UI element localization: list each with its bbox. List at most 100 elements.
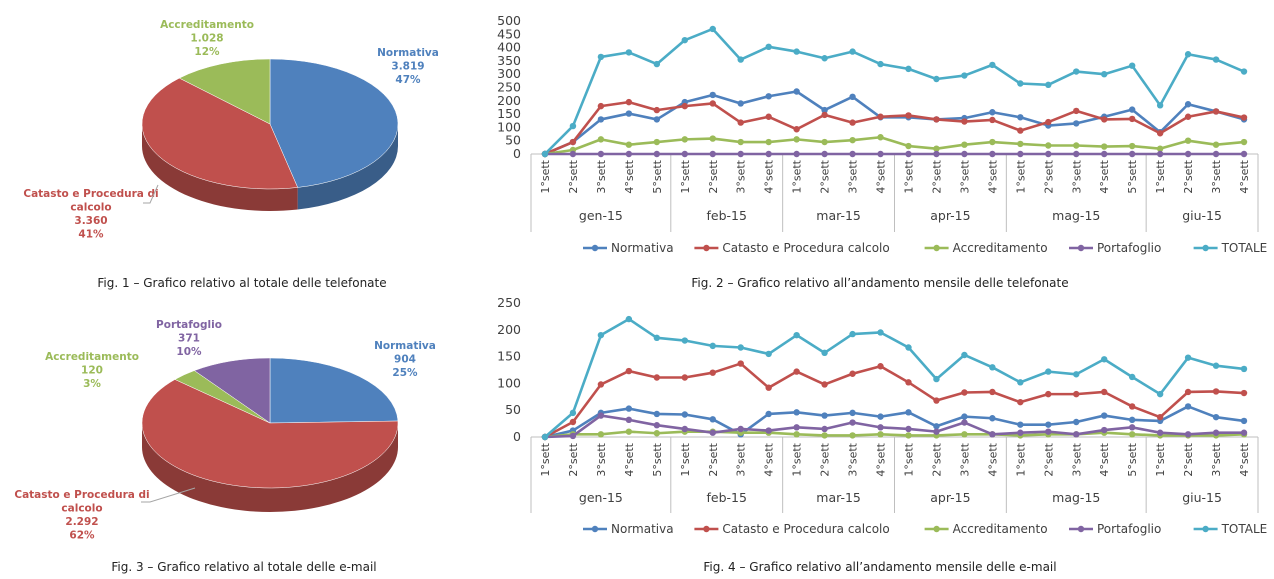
series-totale-point bbox=[1045, 368, 1052, 375]
series-catasto-e-procedura-calcolo-point bbox=[653, 106, 661, 114]
series-totale-point bbox=[877, 60, 884, 68]
series-accreditamento-point bbox=[1045, 142, 1052, 149]
series-portafoglio-point bbox=[961, 419, 968, 426]
series-accreditamento-line bbox=[544, 430, 1245, 439]
y-tick-label: 350 bbox=[497, 53, 521, 68]
series-totale-point bbox=[961, 351, 968, 359]
month-label: gen-15 bbox=[579, 490, 623, 505]
series-normativa-point bbox=[1073, 120, 1080, 127]
series-normativa-point bbox=[905, 409, 912, 416]
x-tick-label: 2°sett bbox=[930, 442, 943, 476]
series-normativa-point bbox=[849, 93, 856, 101]
month-label: feb-15 bbox=[707, 208, 747, 223]
series-portafoglio-point bbox=[653, 150, 661, 158]
x-tick-label: 1°sett bbox=[1154, 159, 1167, 193]
series-totale-point bbox=[597, 53, 605, 61]
series-accreditamento-point bbox=[877, 134, 884, 141]
series-totale-point bbox=[1045, 81, 1052, 89]
series-catasto-e-procedura-calcolo-point bbox=[597, 381, 605, 388]
pie-label-catasto-e-procedura-di-calcolo: Catasto e Procedura di calcolo 2.292 62% bbox=[14, 489, 149, 542]
pie-side-catasto-e-procedura-di-calcolo bbox=[142, 124, 298, 211]
y-tick-label: 0 bbox=[513, 429, 521, 444]
series-catasto-e-procedura-calcolo-point bbox=[961, 389, 968, 396]
x-tick-label: 1°sett bbox=[902, 442, 915, 476]
x-tick-label: 4°sett bbox=[623, 442, 636, 476]
series-totale-point bbox=[765, 43, 772, 51]
series-normativa-point bbox=[765, 410, 772, 418]
x-tick-label: 3°sett bbox=[1210, 442, 1223, 476]
series-portafoglio-point bbox=[597, 150, 605, 158]
series-totale-point bbox=[709, 342, 716, 350]
x-tick-label: 4°sett bbox=[763, 159, 776, 193]
x-tick-label: 3°sett bbox=[735, 159, 748, 193]
series-portafoglio-point bbox=[1017, 150, 1024, 158]
series-accreditamento-point bbox=[849, 432, 856, 439]
series-catasto-e-procedura-calcolo-point bbox=[793, 126, 800, 133]
pie-slice-portafoglio bbox=[193, 357, 271, 424]
pie-label-normativa: Normativa 3.819 47% bbox=[377, 47, 439, 86]
fig1-caption: Fig. 1 – Grafico relativo al totale dell… bbox=[97, 276, 387, 290]
series-portafoglio-point bbox=[1101, 426, 1108, 434]
series-catasto-e-procedura-calcolo-point bbox=[1045, 118, 1052, 126]
series-portafoglio-point bbox=[709, 429, 716, 436]
series-totale-point bbox=[569, 122, 577, 130]
series-normativa-point bbox=[1017, 114, 1024, 121]
series-accreditamento-point bbox=[961, 431, 968, 438]
series-catasto-e-procedura-calcolo-point bbox=[933, 397, 940, 404]
y-tick-label: 500 bbox=[497, 13, 521, 28]
series-totale-point bbox=[541, 150, 549, 158]
series-catasto-e-procedura-calcolo-point bbox=[765, 113, 772, 120]
x-tick-label: 3°sett bbox=[735, 442, 748, 476]
fig3-caption: Fig. 3 – Grafico relativo al totale dell… bbox=[111, 560, 377, 574]
series-accreditamento-point bbox=[989, 138, 996, 146]
series-portafoglio-point bbox=[1212, 429, 1220, 436]
series-totale-point bbox=[653, 334, 661, 342]
series-catasto-e-procedura-calcolo-point bbox=[821, 111, 828, 119]
series-totale-point bbox=[821, 55, 828, 62]
series-totale-point bbox=[1128, 373, 1136, 381]
x-tick-label: 2°sett bbox=[707, 159, 720, 193]
series-accreditamento-point bbox=[1017, 140, 1024, 148]
legend-catasto-e-procedura-calcolo-label: Catasto e Procedura calcolo bbox=[722, 522, 889, 536]
series-catasto-e-procedura-calcolo-point bbox=[905, 112, 912, 119]
month-label: giu-15 bbox=[1182, 490, 1222, 505]
legend-totale-marker bbox=[1202, 525, 1209, 533]
series-normativa-point bbox=[709, 91, 716, 99]
series-catasto-e-procedura-calcolo-point bbox=[933, 116, 940, 123]
series-portafoglio-point bbox=[933, 428, 940, 435]
pie-slice-normativa bbox=[269, 357, 399, 424]
y-tick-label: 50 bbox=[505, 402, 521, 417]
series-portafoglio-point bbox=[821, 150, 828, 158]
month-label: mar-15 bbox=[816, 490, 861, 505]
series-catasto-e-procedura-calcolo-point bbox=[1240, 114, 1248, 121]
series-portafoglio-point bbox=[905, 150, 912, 158]
series-normativa-point bbox=[709, 416, 716, 423]
series-portafoglio-point bbox=[1128, 150, 1136, 158]
series-normativa-point bbox=[821, 412, 828, 419]
series-accreditamento-point bbox=[597, 431, 605, 438]
series-portafoglio-point bbox=[793, 150, 800, 158]
x-tick-label: 5°sett bbox=[1126, 442, 1139, 476]
legend-normativa-marker bbox=[591, 525, 599, 533]
series-portafoglio-point bbox=[1017, 429, 1024, 436]
y-tick-label: 250 bbox=[497, 80, 521, 95]
series-catasto-e-procedura-calcolo-point bbox=[905, 379, 912, 386]
series-accreditamento-point bbox=[905, 142, 912, 150]
series-totale-point bbox=[821, 349, 828, 357]
series-totale-point bbox=[989, 61, 996, 69]
month-label: gen-15 bbox=[579, 208, 623, 223]
x-tick-label: 2°sett bbox=[567, 442, 580, 476]
series-normativa-point bbox=[653, 410, 661, 418]
series-portafoglio-point bbox=[681, 150, 688, 158]
series-portafoglio-point bbox=[1240, 429, 1248, 436]
series-portafoglio-point bbox=[625, 416, 633, 424]
x-tick-label: 3°sett bbox=[958, 442, 971, 476]
series-catasto-e-procedura-calcolo-point bbox=[1156, 130, 1164, 137]
x-tick-label: 3°sett bbox=[595, 159, 608, 193]
series-accreditamento-point bbox=[1156, 145, 1164, 152]
pie-slice-accreditamento bbox=[178, 58, 271, 125]
series-catasto-e-procedura-calcolo-point bbox=[877, 363, 884, 370]
series-portafoglio-point bbox=[597, 412, 605, 419]
month-label: apr-15 bbox=[930, 208, 970, 223]
month-label: mar-15 bbox=[816, 208, 861, 223]
